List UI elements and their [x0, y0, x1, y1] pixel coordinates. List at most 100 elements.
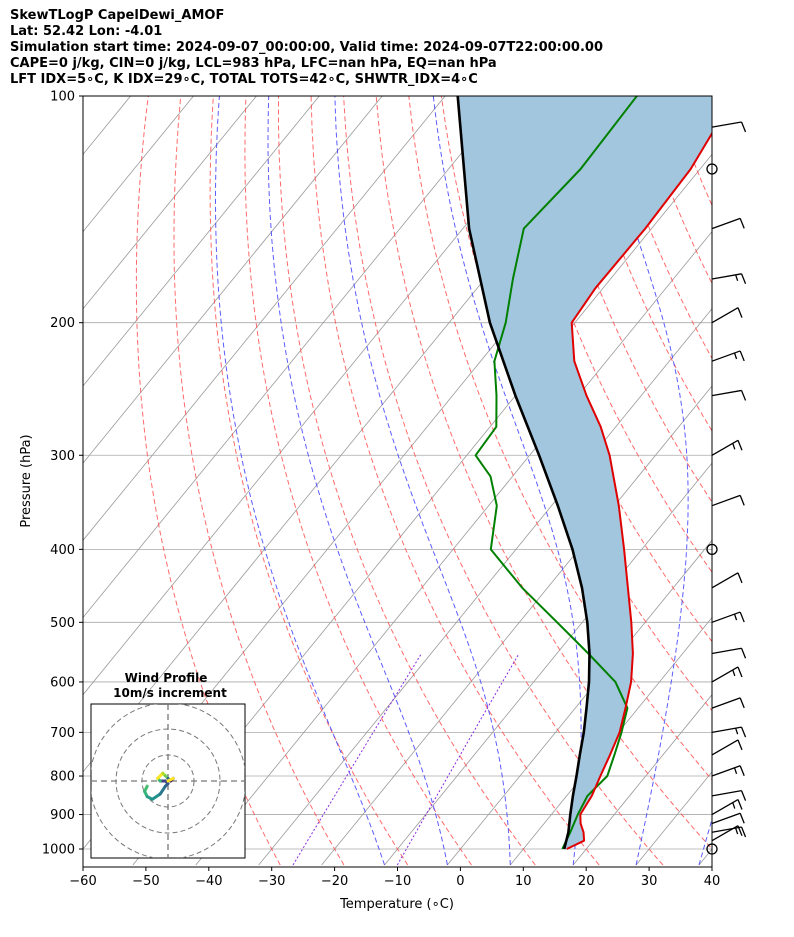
x-tick-label: 30	[641, 874, 658, 889]
cape-text: CAPE=0 j/kg, CIN=0 j/kg, LCL=983 hPa, LF…	[10, 56, 497, 71]
hodograph-segment	[150, 792, 162, 801]
dewpoint-line	[474, 96, 638, 850]
x-tick-label: −50	[132, 874, 159, 889]
wind-barb	[711, 350, 745, 362]
hodograph-trace	[143, 771, 175, 801]
x-axis-label: Temperature (∘C)	[339, 897, 454, 912]
dry-adiabat-line	[343, 96, 664, 866]
dry-adiabat-line	[767, 96, 794, 865]
isotherm-line	[83, 96, 509, 619]
moist-adiabat-line	[334, 96, 511, 866]
moist-adiabat-line	[215, 96, 385, 866]
y-tick-label: 100	[50, 90, 75, 105]
x-tick-label: −40	[195, 874, 222, 889]
wind-barb	[711, 307, 743, 324]
wind-barb	[711, 697, 745, 709]
axes: −60 −50 −40 −30 −20 −10 0 10 20 30 40 100 200 300 400 5…	[42, 90, 720, 890]
isotherm-line	[572, 694, 712, 866]
y-tick-label: 600	[50, 675, 75, 690]
wind-barbs	[706, 121, 747, 855]
y-tick-label: 800	[50, 770, 75, 785]
wind-barb	[711, 812, 745, 825]
x-tick-label: 40	[704, 874, 721, 889]
y-tick-label: 900	[50, 808, 75, 823]
y-axis-label: Pressure (hPa)	[19, 434, 34, 527]
isotherm-line	[635, 771, 712, 866]
chart-title: SkewTLogP CapelDewi_AMOF	[10, 8, 225, 23]
wind-barb	[711, 439, 743, 456]
isotherm-line	[83, 96, 572, 696]
mixing-ratio-line	[396, 653, 520, 866]
hodograph-title: Wind Profile	[125, 671, 208, 685]
dry-adiabat-line	[310, 96, 600, 866]
isotherm-line	[195, 230, 712, 866]
isotherm-line	[83, 96, 194, 233]
isotherm-line	[321, 385, 712, 866]
isotherm-line	[83, 96, 383, 464]
x-tick-label: 0	[456, 874, 464, 889]
parcel-path-line	[456, 96, 591, 850]
isotherm-line	[83, 96, 446, 541]
wind-barb	[711, 765, 745, 777]
dry-adiabat-line	[278, 96, 536, 866]
time-text: Simulation start time: 2024-09-07_00:00:…	[10, 40, 603, 55]
hodograph-segment	[166, 776, 175, 783]
chart-header: SkewTLogP CapelDewi_AMOF Lat: 52.42 Lon:…	[10, 8, 603, 88]
dry-adiabat-line	[135, 96, 281, 866]
hodograph-inset: Wind Profile 10m/s increment	[90, 671, 246, 859]
mixing-ratio-line	[292, 653, 422, 866]
x-tick-label: −60	[69, 874, 96, 889]
wind-barb	[711, 790, 747, 801]
dry-adiabat-line	[701, 96, 712, 124]
wind-barb	[711, 217, 745, 230]
wind-barb	[711, 611, 745, 623]
dry-adiabat-line	[506, 96, 712, 574]
temperature-line	[566, 131, 712, 850]
wind-barb	[711, 647, 747, 659]
wind-barb	[711, 494, 745, 507]
moist-adiabat-line	[267, 96, 448, 866]
wind-barb	[711, 666, 743, 683]
y-tick-label: 300	[50, 449, 75, 464]
x-tick-label: −20	[321, 874, 348, 889]
isotherm-line	[83, 96, 320, 387]
profile-lines	[456, 96, 712, 850]
indices-text: LFT IDX=5∘C, K IDX=29∘C, TOTAL TOTS=42∘C…	[10, 72, 478, 87]
dry-adiabat-line	[209, 96, 409, 866]
wind-barb	[711, 572, 743, 589]
isotherm-line	[698, 848, 712, 866]
wind-barb	[711, 389, 747, 401]
x-tick-label: 20	[578, 874, 595, 889]
dry-adiabat-line	[636, 96, 712, 285]
hodograph-ring	[141, 754, 195, 808]
x-tick-label: −10	[384, 874, 411, 889]
hodograph-segment	[158, 784, 167, 796]
hodograph-rings	[91, 704, 245, 858]
x-tick-label: −30	[258, 874, 285, 889]
dry-adiabat-line	[571, 96, 712, 432]
wind-barb-calm	[706, 543, 718, 556]
wind-barb	[711, 121, 747, 133]
wind-barb	[711, 273, 747, 285]
cape-cin-shading	[457, 96, 712, 849]
wind-barb-calm	[706, 843, 718, 855]
dry-adiabat-line	[375, 96, 712, 850]
wind-barb-calm	[706, 163, 718, 175]
y-tick-label: 1000	[42, 843, 75, 858]
dry-adiabat-line	[173, 96, 345, 866]
isotherm-line	[83, 96, 257, 310]
hodograph-ring	[115, 728, 221, 834]
hodograph-subtitle: 10m/s increment	[113, 686, 227, 700]
location-text: Lat: 52.42 Lon: -4.01	[10, 24, 163, 39]
moist-adiabat-line	[595, 96, 689, 866]
y-tick-label: 400	[50, 543, 75, 558]
wind-barb	[711, 798, 743, 816]
y-tick-label: 700	[50, 726, 75, 741]
x-tick-label: 10	[515, 874, 532, 889]
wind-barb	[711, 726, 747, 738]
wind-barb	[711, 739, 743, 756]
wind-barb	[711, 826, 747, 838]
y-tick-label: 200	[50, 316, 75, 331]
isotherm-line	[447, 539, 712, 866]
